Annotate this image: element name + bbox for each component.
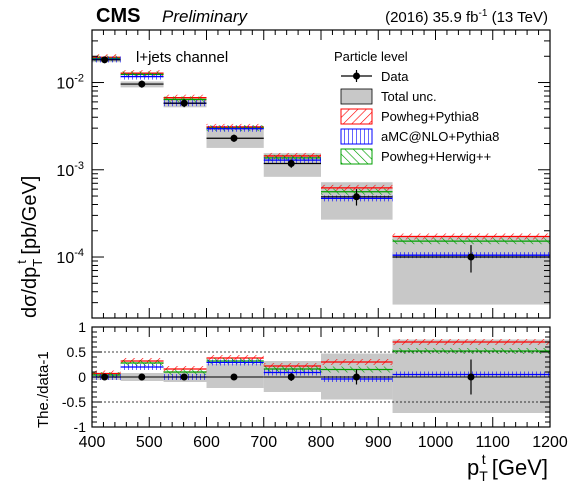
legend-label-total-unc: Total unc. [381, 89, 437, 104]
legend-label-data: Data [381, 69, 409, 84]
top-y-tick-label: 10-4 [56, 247, 84, 267]
top-y-axis-label: dσ/dpTt [pb/GeV] [14, 176, 45, 318]
total-unc-band [92, 57, 550, 305]
lumi-label: (2016) 35.9 fb-1 (13 TeV) [385, 8, 548, 26]
legend-item-total-unc: Total unc. [340, 88, 437, 105]
top-y-axis: 10-2 10-3 10-4 [56, 29, 550, 319]
x-axis-label: pTt [GeV] [467, 451, 548, 484]
legend-label-amcatnlo: aMC@NLO+Pythia8 [381, 129, 499, 144]
data-point [138, 80, 146, 88]
legend-item-data: Data [341, 69, 409, 84]
data-point [287, 160, 295, 168]
legend-item-amcatnlo: aMC@NLO+Pythia8 [340, 128, 499, 145]
legend: Particle level Data Total unc. Powheg+Py… [334, 49, 499, 165]
ratio-y-tick-label: 1 [78, 319, 86, 335]
data-point [467, 253, 475, 261]
x-tick-label: 800 [308, 434, 335, 451]
x-axis: 400 500 600 700 800 900 1000 1100 1200 [79, 327, 568, 451]
legend-label-powheg-pythia8: Powheg+Pythia8 [381, 109, 479, 124]
cms-label: CMS [96, 5, 140, 27]
top-y-tick-label: 10-2 [56, 73, 84, 93]
ratio-y-tick-label: 0 [78, 369, 86, 385]
ratio-y-axis-label: The./data-1 [35, 351, 52, 428]
top-panel: 10-2 10-3 10-4 l+jets channel Particle lev… [14, 29, 551, 319]
top-y-tick-label: 10-3 [56, 160, 84, 180]
ratio-data-point [101, 373, 109, 381]
ratio-y-axis: 1 0.5 0 -0.5 -1 [62, 319, 550, 435]
x-tick-label: 700 [250, 434, 277, 451]
ratio-data-point [230, 373, 238, 381]
top-x-ticks [91, 30, 551, 318]
ratio-data-point [287, 373, 295, 381]
ratio-panel: 1 0.5 0 -0.5 -1 400 500 600 700 800 900 1000 1100 12… [35, 319, 568, 484]
x-tick-label: 400 [79, 434, 106, 451]
x-tick-label: 600 [193, 434, 220, 451]
ratio-y-tick-label: 0.5 [67, 344, 87, 360]
ratio-data-point [180, 373, 188, 381]
data-points [92, 56, 550, 273]
x-tick-label: 500 [136, 434, 163, 451]
data-point [352, 193, 360, 201]
legend-label-powheg-herwig: Powheg+Herwig++ [381, 149, 491, 164]
preliminary-label: Preliminary [162, 7, 249, 26]
legend-item-powheg-pythia8: Powheg+Pythia8 [340, 108, 479, 125]
ratio-y-tick-label: -0.5 [62, 394, 86, 410]
legend-item-powheg-herwig: Powheg+Herwig++ [340, 148, 491, 165]
ratio-data-point [138, 373, 146, 381]
ratio-data-point [467, 373, 475, 381]
channel-label: l+jets channel [136, 49, 228, 66]
ratio-y-tick-label: -1 [74, 419, 87, 435]
x-tick-label: 900 [365, 434, 392, 451]
ratio-data-point [352, 373, 360, 381]
x-tick-label: 1100 [476, 434, 511, 451]
data-point [230, 134, 238, 142]
legend-title: Particle level [334, 49, 408, 64]
x-tick-label: 1200 [532, 434, 568, 451]
data-point [180, 99, 188, 107]
ratio-data-points [92, 359, 550, 395]
x-tick-label: 1000 [418, 434, 454, 451]
data-point [101, 56, 109, 64]
